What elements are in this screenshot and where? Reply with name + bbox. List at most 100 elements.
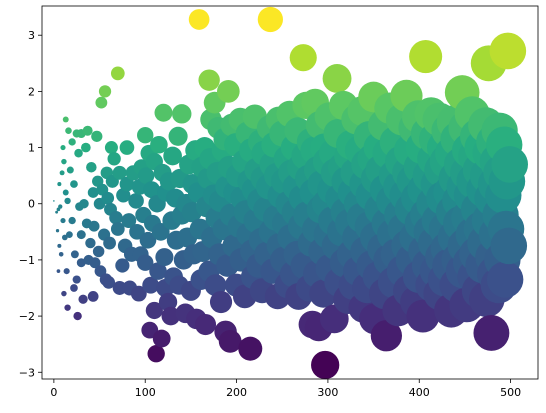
data-point — [86, 161, 97, 173]
data-point — [81, 142, 91, 153]
data-point — [110, 66, 125, 81]
data-point — [218, 329, 242, 353]
data-point — [121, 213, 137, 229]
data-point — [406, 299, 440, 333]
data-point — [95, 96, 108, 109]
data-point — [163, 146, 182, 166]
y-axis-ticks: −3 −2 −1 0 1 2 3 — [19, 29, 42, 379]
data-point — [194, 313, 217, 336]
data-point — [68, 216, 76, 225]
data-point — [217, 80, 240, 103]
data-point — [311, 350, 340, 380]
data-point — [64, 197, 71, 205]
data-point — [129, 224, 145, 240]
data-point — [172, 104, 192, 124]
x-tick-label: 400 — [409, 386, 430, 399]
x-tick-label: 300 — [317, 386, 338, 399]
data-point — [61, 290, 67, 297]
data-points — [53, 6, 528, 380]
data-point — [158, 292, 178, 312]
y-tick-label: 3 — [28, 29, 35, 42]
data-point — [58, 204, 63, 209]
plot-frame — [41, 5, 539, 380]
data-point — [87, 291, 99, 302]
data-point — [85, 237, 96, 249]
data-point — [82, 125, 93, 136]
data-point — [78, 294, 88, 304]
data-point — [73, 311, 82, 321]
data-point — [112, 165, 127, 180]
data-point — [65, 127, 72, 134]
data-point — [110, 222, 125, 236]
data-point — [204, 274, 227, 297]
data-point — [55, 210, 59, 214]
data-point — [137, 254, 154, 271]
data-point — [151, 222, 170, 241]
data-point — [116, 188, 131, 203]
data-point — [257, 6, 283, 33]
data-point — [238, 336, 263, 361]
x-tick-label: 500 — [500, 386, 521, 399]
data-point — [91, 130, 103, 142]
x-tick-label: 200 — [226, 386, 247, 399]
data-point — [370, 320, 403, 352]
data-point — [107, 152, 121, 166]
data-point — [87, 187, 99, 198]
data-point — [473, 314, 510, 351]
data-point — [61, 234, 68, 241]
data-point — [150, 135, 168, 154]
data-point — [98, 85, 112, 98]
data-point — [64, 304, 71, 311]
data-point — [209, 290, 233, 314]
data-point — [409, 40, 443, 74]
data-point — [128, 193, 144, 209]
data-point — [62, 116, 69, 123]
data-point — [486, 261, 524, 298]
data-point — [198, 69, 220, 91]
data-point — [63, 268, 70, 275]
data-point — [139, 231, 157, 249]
data-point — [149, 262, 167, 280]
data-point — [490, 227, 528, 265]
data-point — [119, 140, 135, 155]
data-point — [70, 180, 78, 188]
data-point — [70, 250, 79, 259]
data-point — [142, 276, 160, 294]
data-point — [76, 230, 86, 240]
data-point — [57, 182, 62, 187]
data-point — [143, 181, 161, 199]
data-point — [103, 236, 116, 250]
data-point — [188, 9, 210, 30]
y-tick-label: 2 — [28, 85, 35, 98]
data-point — [74, 148, 83, 158]
x-axis-ticks: 0 100 200 300 400 500 — [50, 379, 521, 399]
data-point — [57, 243, 62, 248]
data-point — [66, 231, 73, 239]
data-point — [55, 229, 60, 233]
data-point — [61, 158, 67, 165]
data-point — [58, 251, 64, 257]
data-point — [92, 245, 105, 258]
data-point — [168, 126, 188, 146]
data-point — [66, 166, 74, 174]
data-point — [119, 176, 135, 192]
data-point — [489, 32, 527, 70]
data-point — [130, 285, 147, 302]
data-point — [137, 127, 154, 144]
data-point — [155, 248, 174, 267]
y-tick-label: 0 — [28, 198, 35, 211]
data-point — [154, 103, 173, 122]
data-point — [137, 167, 155, 184]
data-point — [72, 275, 81, 284]
data-point — [88, 220, 100, 232]
data-point — [56, 269, 61, 273]
y-tick-label: −3 — [19, 366, 35, 379]
data-point — [104, 141, 118, 155]
data-point — [53, 200, 55, 202]
data-point — [161, 306, 181, 326]
x-tick-label: 100 — [135, 386, 156, 399]
y-tick-label: −1 — [19, 254, 35, 267]
data-point — [145, 301, 163, 320]
x-tick-label: 0 — [50, 386, 57, 399]
